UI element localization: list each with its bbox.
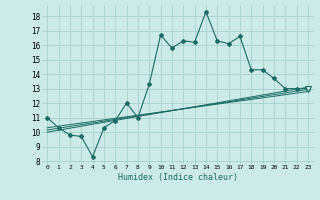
X-axis label: Humidex (Indice chaleur): Humidex (Indice chaleur) <box>118 173 237 182</box>
